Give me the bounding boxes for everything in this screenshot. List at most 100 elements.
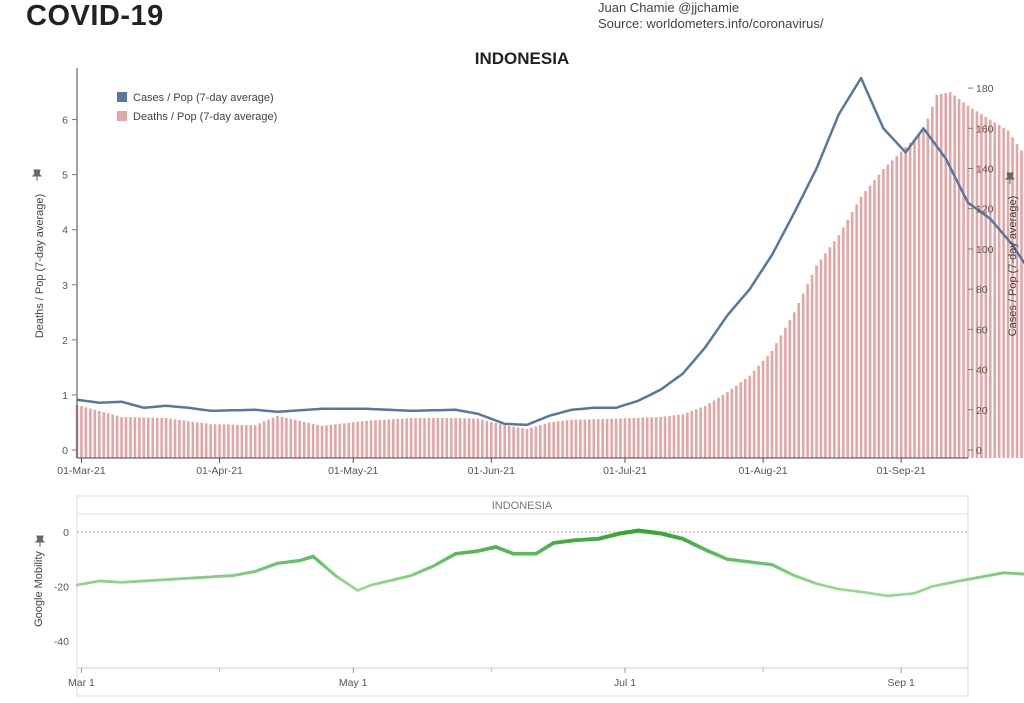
death-bar	[547, 422, 551, 458]
death-bar	[948, 92, 952, 458]
y-tick-right: 180	[976, 83, 994, 95]
death-bar	[971, 108, 974, 459]
y-ticks-left: 0 1 2 3 4 5 6	[62, 115, 77, 457]
cases-line	[76, 76, 1024, 427]
death-bar	[276, 415, 279, 458]
death-bar	[579, 419, 582, 458]
death-bar	[481, 419, 484, 458]
death-bar	[84, 407, 88, 458]
death-bar	[392, 419, 395, 458]
death-bar	[596, 419, 600, 458]
death-bar	[583, 419, 587, 458]
death-bar	[882, 169, 885, 458]
death-bar	[735, 385, 738, 458]
death-bar	[748, 375, 752, 458]
death-bar	[1011, 137, 1014, 458]
y-tick-right: 120	[976, 204, 994, 216]
data-source: Source: worldometers.info/coronavirus/	[598, 16, 824, 31]
death-bar	[222, 424, 226, 458]
mobility-y-label: Google Mobility	[33, 551, 45, 627]
death-bar	[663, 416, 667, 458]
y-axis-label-right: Cases / Pop (7-day average)	[1007, 196, 1019, 337]
death-bar	[846, 219, 850, 458]
death-bar	[574, 419, 578, 458]
mobility-chart[interactable]: INDONESIA 0 -20 -40 Mar 1 May 1 Jul 1 Sep 1 G…	[33, 495, 1024, 697]
pin-icon[interactable]	[34, 535, 46, 547]
death-bar	[873, 180, 876, 458]
deaths-cases-chart[interactable]: INDONESIA 0 1 2 3 4 5 6 0 20 40 60 80 100 120 140 160 1…	[31, 49, 1024, 477]
y-tick-right: 20	[976, 405, 988, 417]
death-bar	[138, 417, 141, 458]
pin-icon[interactable]	[31, 169, 43, 181]
death-bar	[570, 419, 573, 458]
death-bar	[498, 424, 502, 458]
y-tick-right: 60	[976, 324, 988, 336]
death-bar	[494, 423, 498, 458]
death-bar	[801, 293, 805, 458]
death-bar	[708, 403, 711, 458]
death-bar	[770, 350, 774, 458]
death-bar	[400, 418, 404, 458]
death-bar	[454, 418, 457, 458]
pin-icon[interactable]	[1004, 172, 1016, 184]
death-bar	[561, 420, 564, 458]
mobility-x-tick: Mar 1	[68, 677, 95, 689]
death-bar	[712, 400, 716, 458]
death-bar	[436, 418, 440, 458]
death-bar	[739, 382, 743, 458]
legend[interactable]: Cases / Pop (7-day average) Deaths / Pop…	[117, 92, 277, 123]
death-bar	[151, 417, 155, 458]
death-bar	[369, 420, 373, 458]
mobility-y-tick: 0	[63, 527, 69, 539]
death-bar	[360, 421, 364, 458]
death-bar	[405, 418, 408, 458]
death-bar	[913, 138, 916, 458]
death-bar	[80, 406, 83, 458]
death-bar	[877, 174, 881, 458]
death-bar	[316, 424, 319, 458]
y-tick-right: 140	[976, 164, 994, 176]
death-bar	[378, 419, 382, 458]
death-bar	[490, 421, 493, 458]
death-bar	[169, 418, 172, 458]
death-bar	[775, 343, 778, 458]
chart-title: INDONESIA	[475, 49, 569, 68]
death-bar	[102, 412, 106, 458]
death-bar	[890, 160, 894, 458]
death-bar	[409, 418, 413, 458]
death-bar	[975, 111, 979, 459]
death-bar	[467, 418, 471, 458]
mobility-x-ticks: Mar 1 May 1 Jul 1 Sep 1	[68, 668, 915, 689]
death-bar	[788, 320, 792, 458]
death-bar	[686, 412, 689, 458]
death-bar	[672, 415, 676, 458]
death-bar	[717, 397, 720, 458]
death-bar	[182, 420, 186, 458]
death-bar	[365, 420, 368, 458]
death-bar	[142, 417, 146, 458]
death-bar	[752, 370, 756, 458]
death-bar	[338, 423, 342, 458]
death-bar	[850, 212, 854, 458]
death-bar	[347, 422, 351, 458]
y-tick-left: 5	[62, 170, 68, 182]
death-bar	[1002, 127, 1005, 458]
death-bar	[953, 95, 956, 458]
mobility-line	[75, 528, 1024, 598]
y-tick-left: 4	[62, 225, 68, 237]
death-bar	[164, 418, 168, 458]
death-bar	[285, 417, 288, 458]
death-bar	[320, 425, 324, 458]
death-bar	[253, 425, 257, 458]
death-bar	[721, 394, 725, 458]
death-bar	[868, 185, 872, 458]
death-bar	[271, 417, 275, 458]
death-bar	[133, 417, 137, 458]
death-bar	[432, 418, 435, 458]
death-bar	[351, 422, 355, 458]
y-tick-left: 3	[62, 280, 68, 292]
death-bar	[530, 427, 533, 458]
death-bar	[997, 125, 1001, 458]
death-bar	[565, 420, 569, 458]
